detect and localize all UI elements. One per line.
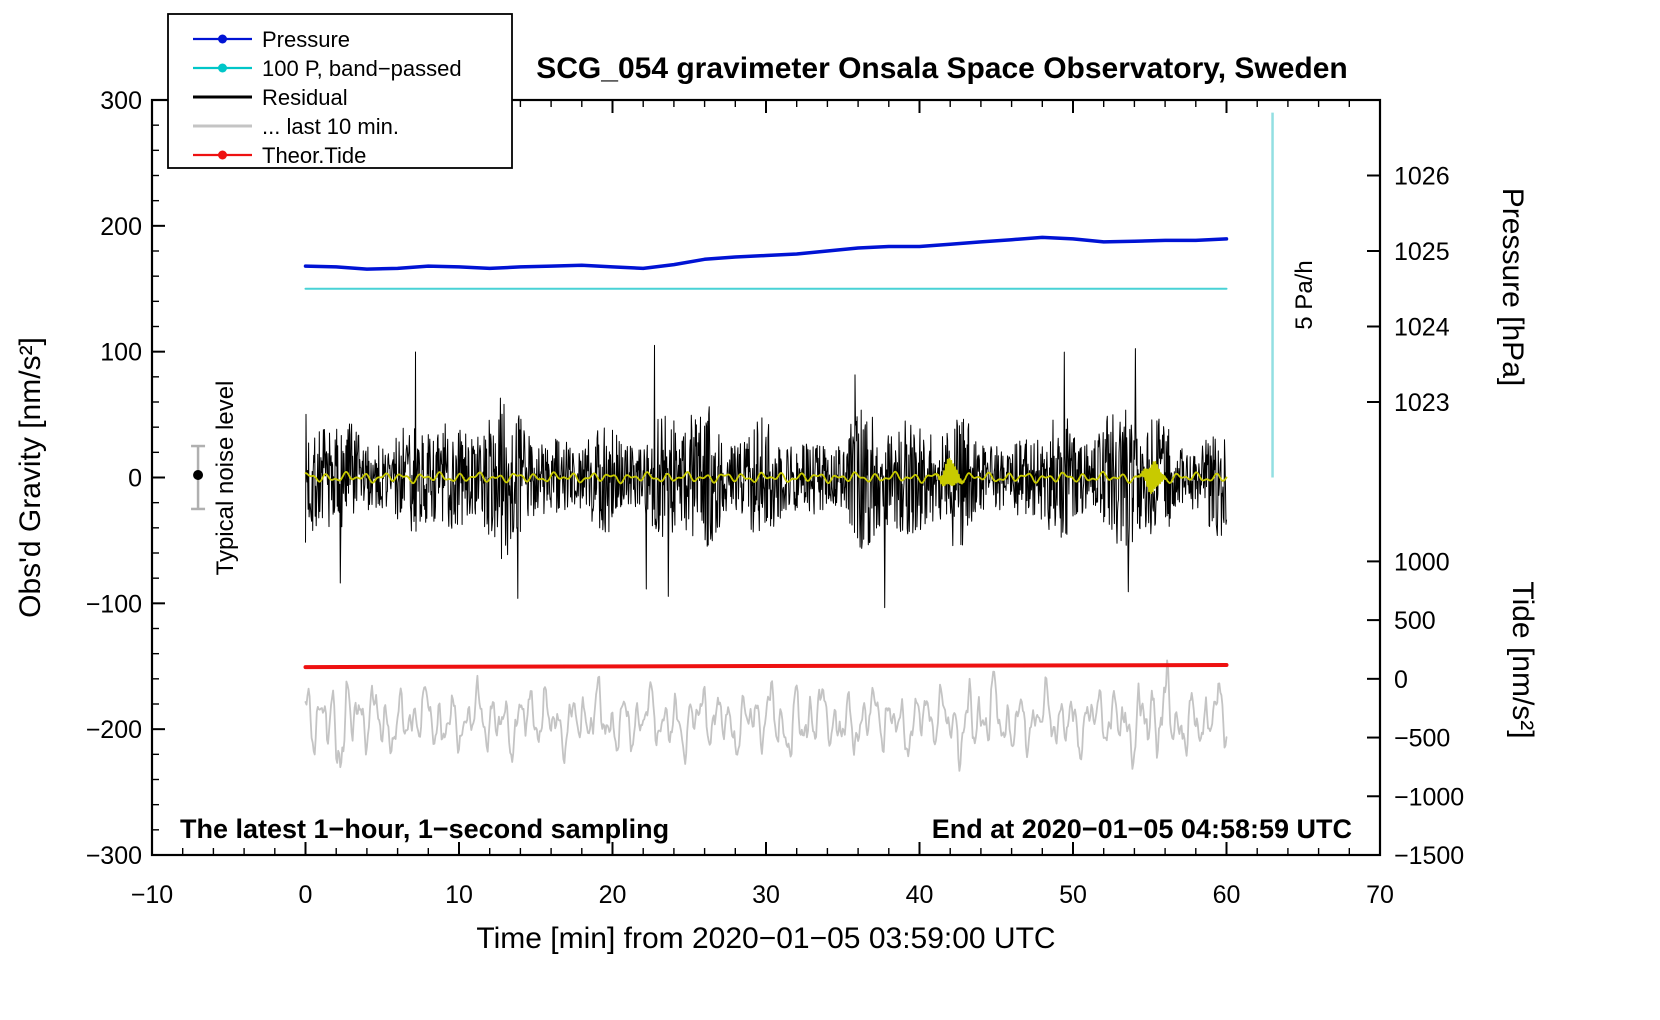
legend-item: Pressure [193, 27, 350, 52]
x-axis-label: Time [min] from 2020−01−05 03:59:00 UTC [476, 922, 1055, 955]
scale-bar-label: 5 Pa/h [1291, 260, 1318, 329]
gravity-tick-label: 300 [100, 87, 142, 115]
gravity-tick-label: −100 [86, 590, 142, 618]
x-tick-label: 0 [299, 881, 313, 909]
legend-swatch-dot [218, 63, 227, 73]
tide-tick-label: −1500 [1394, 842, 1464, 870]
series-residual [305, 344, 1227, 609]
pressure-tick-label: 1023 [1394, 389, 1450, 417]
y-axis-label-pressure: Pressure [hPa] [1496, 188, 1529, 386]
x-tick-label: 20 [599, 881, 627, 909]
noise-level-dot [193, 469, 204, 480]
legend: Pressure 100 P, band−passed Residual ... la… [167, 13, 513, 169]
x-tick-label: −10 [131, 881, 173, 909]
legend-item: ... last 10 min. [193, 114, 399, 139]
sampling-note: The latest 1−hour, 1−second sampling [180, 814, 669, 844]
legend-label: 100 P, band−passed [262, 56, 462, 81]
gravity-tick-label: −200 [86, 716, 142, 744]
legend-label: Residual [262, 85, 348, 110]
y-axis-label-gravity: Obs'd Gravity [nm/s²] [14, 337, 47, 618]
legend-swatch-dot [218, 150, 227, 160]
chart-title: SCG_054 gravimeter Onsala Space Observat… [536, 52, 1348, 85]
legend-label: Pressure [262, 27, 350, 52]
noise-level-marker [191, 444, 206, 511]
tide-tick-label: 500 [1394, 607, 1436, 635]
end-time-note: End at 2020−01−05 04:58:59 UTC [932, 814, 1352, 844]
tide-tick-label: −500 [1394, 725, 1450, 753]
legend-item: Theor.Tide [193, 143, 366, 168]
noise-level-label: Typical noise level [212, 381, 239, 576]
series-theor-tide [303, 663, 1229, 670]
series-layer [303, 235, 1229, 772]
x-tick-label: 50 [1059, 881, 1087, 909]
tide-tick-label: −1000 [1394, 783, 1464, 811]
legend-label: ... last 10 min. [262, 114, 399, 139]
series-residual-lowpass [304, 457, 1228, 495]
pressure-tick-label: 1026 [1394, 163, 1450, 191]
pressure-tick-label: 1024 [1394, 314, 1450, 342]
x-tick-label: 40 [906, 881, 934, 909]
legend-swatch-dot [218, 34, 227, 44]
legend-item: 100 P, band−passed [193, 56, 462, 81]
series-residual-last10min [304, 659, 1228, 772]
x-tick-label: 60 [1213, 881, 1241, 909]
x-tick-label: 30 [752, 881, 780, 909]
x-tick-label: 70 [1366, 881, 1394, 909]
legend-item: Residual [193, 85, 348, 110]
tide-tick-label: 1000 [1394, 548, 1450, 576]
series-pressure [303, 235, 1229, 271]
legend-label: Theor.Tide [262, 143, 366, 168]
pressure-tick-label: 1025 [1394, 238, 1450, 266]
gravity-tick-label: 100 [100, 339, 142, 367]
gravity-tick-label: 0 [128, 465, 142, 493]
x-tick-label: 10 [445, 881, 473, 909]
tide-tick-label: 0 [1394, 666, 1408, 694]
gravity-tick-label: 200 [100, 213, 142, 241]
gravity-tick-label: −300 [86, 842, 142, 870]
y-axis-label-tide: Tide [nm/s²] [1506, 581, 1539, 738]
